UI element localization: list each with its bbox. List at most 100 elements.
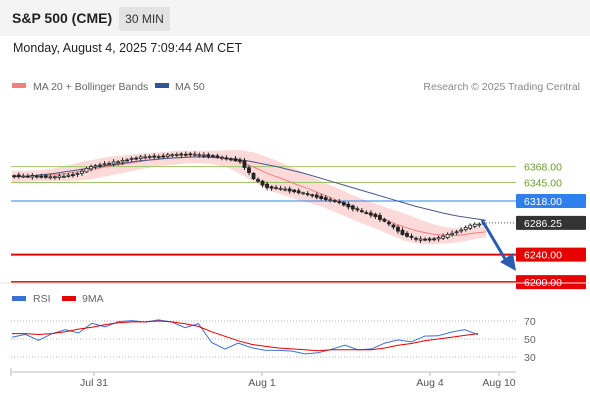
candle bbox=[400, 227, 405, 236]
candle bbox=[405, 231, 409, 238]
candle bbox=[220, 155, 224, 161]
rsi-legend-label: RSI bbox=[33, 293, 51, 305]
level-tag-6368.00: 6368.00 bbox=[524, 162, 562, 174]
candle bbox=[147, 154, 152, 160]
candle bbox=[107, 161, 111, 165]
candle bbox=[427, 236, 432, 243]
candle bbox=[143, 154, 148, 160]
rsi-legend-swatch bbox=[12, 296, 26, 301]
candle bbox=[229, 157, 233, 162]
candle bbox=[373, 212, 378, 220]
candle bbox=[43, 174, 48, 179]
x-tick-label: Jul 31 bbox=[80, 377, 108, 389]
candle bbox=[332, 199, 337, 203]
candle bbox=[102, 161, 107, 167]
candle bbox=[436, 235, 441, 242]
candle bbox=[192, 151, 197, 157]
candle bbox=[134, 156, 139, 161]
candle bbox=[206, 152, 211, 159]
forecast-arrow-shaft bbox=[480, 219, 510, 265]
candle bbox=[292, 189, 297, 194]
candle bbox=[305, 191, 310, 197]
candle bbox=[188, 152, 193, 157]
x-tick-label: Aug 4 bbox=[416, 377, 444, 389]
rsi-tick-50: 50 bbox=[524, 334, 536, 346]
candle bbox=[210, 154, 215, 158]
candle bbox=[197, 152, 202, 158]
price-tags: 6368.006345.006318.006240.006200.006286.… bbox=[516, 162, 586, 290]
candle bbox=[183, 151, 188, 157]
candle bbox=[441, 233, 446, 241]
candle bbox=[111, 159, 116, 167]
x-tick-label: Aug 1 bbox=[248, 377, 276, 389]
candle bbox=[80, 168, 84, 176]
credit-text: Research © 2025 Trading Central bbox=[423, 81, 580, 93]
candle bbox=[25, 173, 30, 179]
candle bbox=[378, 212, 382, 222]
candle bbox=[16, 172, 21, 179]
level-tag-6345.00: 6345.00 bbox=[524, 177, 562, 189]
ma9-legend-swatch bbox=[62, 296, 76, 301]
candle bbox=[156, 154, 161, 160]
candles bbox=[12, 151, 486, 243]
candle bbox=[201, 152, 206, 159]
candle bbox=[93, 164, 98, 170]
candle bbox=[463, 225, 468, 232]
candle bbox=[450, 230, 455, 237]
bollinger-band bbox=[12, 150, 486, 245]
level-tag-bg-6200.00 bbox=[516, 275, 586, 290]
candle bbox=[310, 193, 315, 198]
forecast-arrow bbox=[480, 219, 516, 271]
candle bbox=[62, 173, 66, 178]
ma20-legend-swatch bbox=[12, 83, 26, 88]
bollinger-band-fill bbox=[12, 150, 486, 245]
candle bbox=[247, 165, 251, 176]
level-tag-bg-6240.00 bbox=[516, 247, 586, 262]
candle bbox=[364, 210, 369, 215]
candle bbox=[138, 154, 143, 162]
candle bbox=[89, 164, 93, 172]
candle bbox=[170, 153, 175, 158]
candle bbox=[242, 157, 247, 170]
ma50-legend-swatch bbox=[155, 83, 169, 88]
candle bbox=[391, 223, 396, 230]
candle bbox=[120, 157, 125, 165]
candle bbox=[472, 222, 477, 229]
rsi-panel: 70 50 30 bbox=[11, 316, 536, 364]
candle bbox=[382, 217, 387, 223]
rsi-ma-line bbox=[12, 320, 479, 352]
candle bbox=[423, 237, 427, 242]
candle bbox=[387, 220, 391, 227]
candle bbox=[21, 173, 26, 178]
candle bbox=[346, 201, 351, 210]
report-datetime: Monday, August 4, 2025 7:09:44 AM CET bbox=[13, 41, 243, 55]
candle bbox=[129, 156, 134, 162]
candle bbox=[414, 236, 418, 242]
candle bbox=[238, 157, 242, 164]
ma50-legend-label: MA 50 bbox=[175, 81, 205, 93]
candle bbox=[301, 191, 306, 195]
timeframe-button[interactable]: 30 MIN bbox=[119, 7, 170, 31]
candle bbox=[454, 229, 459, 236]
candle bbox=[48, 174, 53, 180]
rsi-line bbox=[11, 319, 479, 355]
forecast-arrow-head bbox=[500, 253, 516, 271]
candle bbox=[477, 222, 482, 228]
candle bbox=[409, 233, 414, 240]
candle bbox=[98, 162, 102, 168]
candle bbox=[233, 155, 238, 162]
candle bbox=[71, 171, 75, 178]
candle bbox=[12, 174, 17, 179]
candle bbox=[319, 193, 324, 201]
candle bbox=[251, 172, 256, 180]
candle bbox=[314, 192, 319, 200]
candle bbox=[328, 197, 333, 203]
candle bbox=[359, 208, 364, 213]
candle bbox=[224, 155, 229, 161]
candle bbox=[165, 152, 170, 159]
candle bbox=[274, 185, 278, 190]
candle bbox=[445, 232, 450, 240]
candle bbox=[84, 166, 89, 174]
candle bbox=[323, 195, 328, 202]
candle bbox=[174, 152, 179, 158]
